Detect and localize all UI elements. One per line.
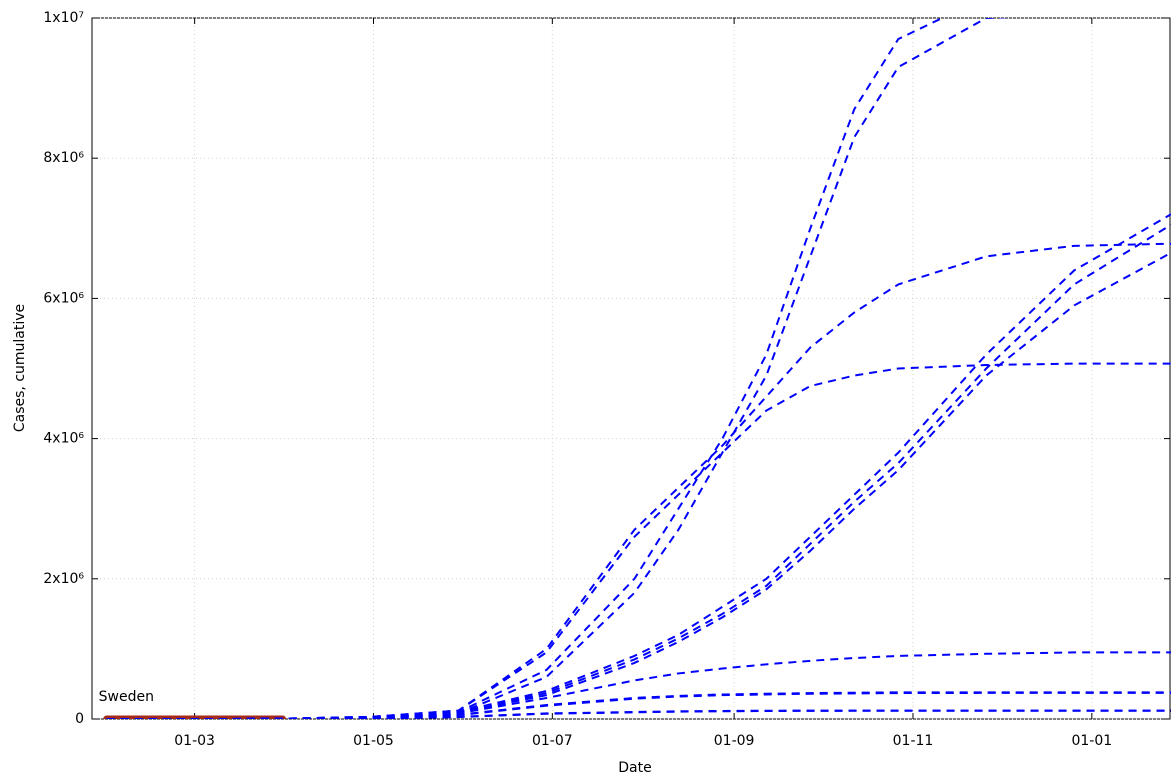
- series-line: [106, 213, 1171, 719]
- series-line: [106, 651, 1171, 719]
- series-line: [106, 18, 1012, 719]
- series-line: [106, 251, 1171, 719]
- y-tick-label: 6x10⁶: [43, 290, 84, 306]
- plot-area: [103, 18, 1171, 719]
- series-line: [106, 242, 1171, 719]
- x-axis-label: Date: [618, 760, 651, 776]
- series-line: [106, 709, 1171, 719]
- x-tick-label: 01-03: [174, 733, 215, 749]
- series-line: [106, 691, 1171, 719]
- plot-frame: [91, 17, 1171, 720]
- series-line: [106, 18, 945, 719]
- y-tick-label: 2x10⁶: [43, 571, 84, 587]
- series-line: [106, 362, 1171, 719]
- x-tick-label: 01-01: [1071, 733, 1112, 749]
- series-line: [106, 223, 1171, 719]
- y-tick-label: 8x10⁶: [43, 150, 84, 166]
- x-tick-label: 01-05: [353, 733, 394, 749]
- x-tick-label: 01-09: [714, 733, 755, 749]
- x-tick-label: 01-07: [532, 733, 573, 749]
- y-tick-label: 1x10⁷: [43, 10, 84, 26]
- y-tick-label: 0: [75, 711, 84, 727]
- y-tick-label: 4x10⁶: [43, 431, 84, 447]
- x-tick-label: 01-11: [893, 733, 934, 749]
- y-axis-label: Cases, cumulative: [12, 304, 28, 432]
- series-label: Sweden: [99, 689, 154, 705]
